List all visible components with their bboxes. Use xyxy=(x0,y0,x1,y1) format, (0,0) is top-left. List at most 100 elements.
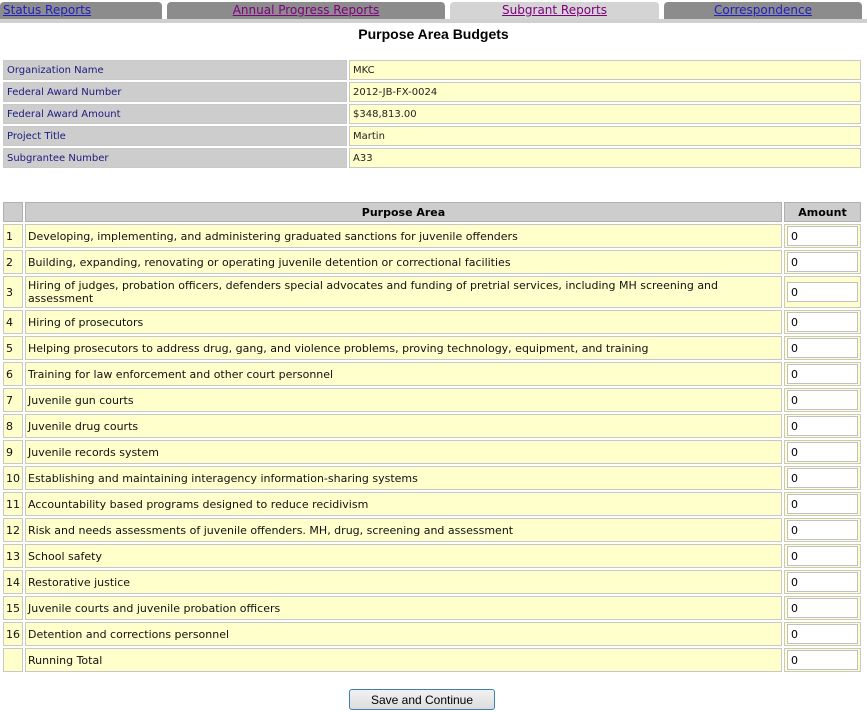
amount-cell xyxy=(784,544,861,568)
info-row: Subgrantee Number A33 xyxy=(3,148,861,168)
purpose-area-text: Building, expanding, renovating or opera… xyxy=(25,250,782,274)
row-number: 7 xyxy=(3,388,23,412)
purpose-area-row: 11 Accountability based programs designed… xyxy=(3,492,861,516)
purpose-area-row: 5 Helping prosecutors to address drug, ga… xyxy=(3,336,861,360)
running-total-input[interactable] xyxy=(787,650,858,670)
tab-annual-progress-reports[interactable]: Annual Progress Reports xyxy=(167,2,445,19)
purpose-area-table: Purpose Area Amount 1 Developing, impleme… xyxy=(1,200,863,674)
amount-input[interactable] xyxy=(787,364,858,384)
purpose-area-row: 9 Juvenile records system xyxy=(3,440,861,464)
amount-input[interactable] xyxy=(787,442,858,462)
tab-subgrant-reports[interactable]: Subgrant Reports xyxy=(450,2,659,19)
amount-cell xyxy=(784,440,861,464)
amount-cell xyxy=(784,310,861,334)
row-number: 8 xyxy=(3,414,23,438)
amount-cell xyxy=(784,570,861,594)
save-and-continue-button[interactable]: Save and Continue xyxy=(349,689,495,710)
amount-cell xyxy=(784,362,861,386)
amount-cell xyxy=(784,276,861,308)
purpose-area-row: 4 Hiring of prosecutors xyxy=(3,310,861,334)
amount-cell xyxy=(784,250,861,274)
purpose-area-text: Juvenile gun courts xyxy=(25,388,782,412)
info-label: Federal Award Number xyxy=(3,82,347,102)
amount-input[interactable] xyxy=(787,520,858,540)
purpose-area-text: Juvenile courts and juvenile probation o… xyxy=(25,596,782,620)
info-value: 2012-JB-FX-0024 xyxy=(349,82,861,102)
info-row: Project Title Martin xyxy=(3,126,861,146)
amount-input[interactable] xyxy=(787,312,858,332)
info-value: $348,813.00 xyxy=(349,104,861,124)
purpose-area-row: 16 Detention and corrections personnel xyxy=(3,622,861,646)
purpose-area-text: School safety xyxy=(25,544,782,568)
tab-link[interactable]: Status Reports xyxy=(3,3,92,17)
purpose-area-text: Risk and needs assessments of juvenile o… xyxy=(25,518,782,542)
amount-input[interactable] xyxy=(787,624,858,644)
tab-correspondence[interactable]: Correspondence xyxy=(664,2,862,19)
purpose-area-text: Juvenile records system xyxy=(25,440,782,464)
amount-cell xyxy=(784,622,861,646)
row-number: 11 xyxy=(3,492,23,516)
row-number: 14 xyxy=(3,570,23,594)
running-total-label: Running Total xyxy=(25,648,782,672)
tab-link[interactable]: Correspondence xyxy=(714,3,812,17)
tab-status-reports[interactable]: Status Reports xyxy=(0,2,162,19)
tab-link[interactable]: Annual Progress Reports xyxy=(232,3,380,17)
purpose-area-row: 7 Juvenile gun courts xyxy=(3,388,861,412)
amount-input[interactable] xyxy=(787,546,858,566)
number-header xyxy=(3,202,23,222)
purpose-area-row: 15 Juvenile courts and juvenile probation… xyxy=(3,596,861,620)
purpose-area-header: Purpose Area xyxy=(25,202,782,222)
row-number: 15 xyxy=(3,596,23,620)
amount-input[interactable] xyxy=(787,390,858,410)
page-title: Purpose Area Budgets xyxy=(358,26,509,42)
info-label: Organization Name xyxy=(3,60,347,80)
grant-info-table: Organization Name MKC Federal Award Number… xyxy=(1,58,863,170)
tab-bar: Status Reports Annual Progress Reports S… xyxy=(0,2,867,23)
purpose-area-row: 13 School safety xyxy=(3,544,861,568)
amount-input[interactable] xyxy=(787,338,858,358)
purpose-area-text: Restorative justice xyxy=(25,570,782,594)
row-number: 5 xyxy=(3,336,23,360)
info-value: Martin xyxy=(349,126,861,146)
tab-underline xyxy=(0,19,867,23)
tab-link[interactable]: Subgrant Reports xyxy=(502,3,607,17)
row-number: 6 xyxy=(3,362,23,386)
amount-input[interactable] xyxy=(787,226,858,246)
amount-cell xyxy=(784,336,861,360)
purpose-area-text: Hiring of judges, probation officers, de… xyxy=(25,276,782,308)
amount-input[interactable] xyxy=(787,494,858,514)
row-number xyxy=(3,648,23,672)
amount-header: Amount xyxy=(784,202,861,222)
amount-input[interactable] xyxy=(787,252,858,272)
purpose-area-row: 14 Restorative justice xyxy=(3,570,861,594)
info-label: Project Title xyxy=(3,126,347,146)
amount-input[interactable] xyxy=(787,416,858,436)
amount-cell xyxy=(784,414,861,438)
amount-cell xyxy=(784,492,861,516)
info-row: Federal Award Number 2012-JB-FX-0024 xyxy=(3,82,861,102)
row-number: 13 xyxy=(3,544,23,568)
amount-cell xyxy=(784,596,861,620)
info-label: Subgrantee Number xyxy=(3,148,347,168)
amount-cell xyxy=(784,466,861,490)
row-number: 4 xyxy=(3,310,23,334)
row-number: 9 xyxy=(3,440,23,464)
purpose-area-row: 6 Training for law enforcement and other … xyxy=(3,362,861,386)
amount-input[interactable] xyxy=(787,282,858,302)
amount-input[interactable] xyxy=(787,572,858,592)
purpose-area-row: 1 Developing, implementing, and administe… xyxy=(3,224,861,248)
info-row: Organization Name MKC xyxy=(3,60,861,80)
amount-cell xyxy=(784,224,861,248)
row-number: 1 xyxy=(3,224,23,248)
amount-input[interactable] xyxy=(787,598,858,618)
row-number: 3 xyxy=(3,276,23,308)
running-total-row: Running Total xyxy=(3,648,861,672)
row-number: 10 xyxy=(3,466,23,490)
amount-input[interactable] xyxy=(787,468,858,488)
info-label: Federal Award Amount xyxy=(3,104,347,124)
purpose-area-text: Helping prosecutors to address drug, gan… xyxy=(25,336,782,360)
amount-cell xyxy=(784,648,861,672)
purpose-area-text: Juvenile drug courts xyxy=(25,414,782,438)
purpose-area-row: 3 Hiring of judges, probation officers, d… xyxy=(3,276,861,308)
row-number: 12 xyxy=(3,518,23,542)
